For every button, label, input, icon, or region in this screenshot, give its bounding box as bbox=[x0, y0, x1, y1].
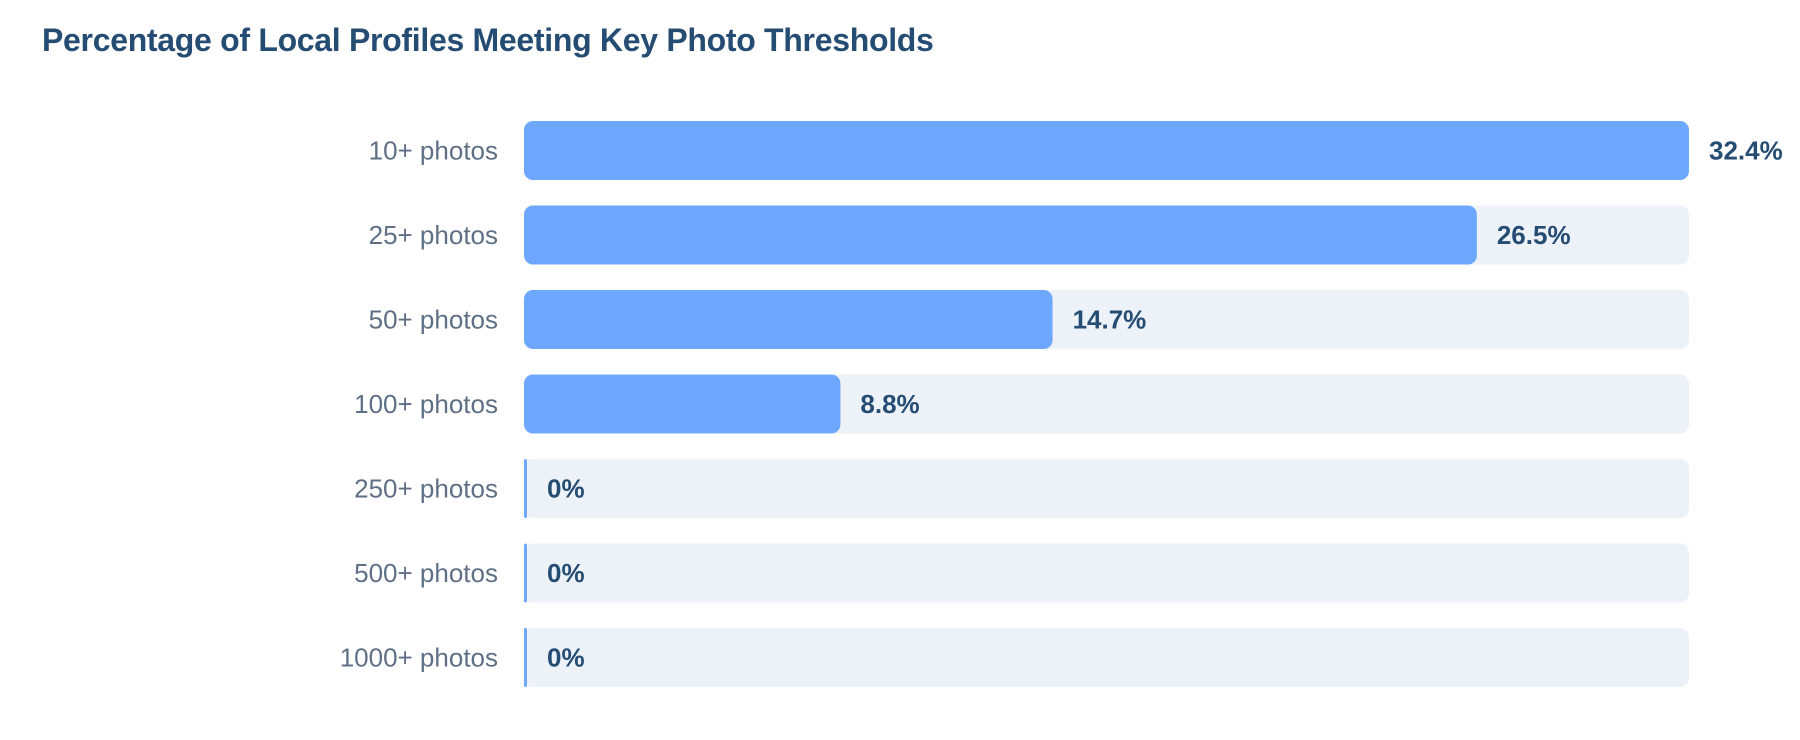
category-label: 1000+ photos bbox=[340, 643, 498, 673]
bar-row: 100+ photos 8.8% bbox=[354, 374, 1689, 434]
bar bbox=[524, 205, 1477, 265]
bar-track bbox=[524, 628, 1689, 687]
value-label: 14.7% bbox=[1073, 305, 1147, 335]
bar bbox=[524, 628, 527, 687]
value-label: 8.8% bbox=[860, 389, 919, 419]
bar-track bbox=[524, 459, 1689, 518]
bar-row: 500+ photos 0% bbox=[354, 543, 1689, 603]
category-label: 50+ photos bbox=[369, 305, 498, 335]
category-label: 25+ photos bbox=[369, 220, 498, 250]
category-label: 500+ photos bbox=[354, 558, 498, 588]
value-label: 0% bbox=[547, 558, 585, 588]
category-label: 10+ photos bbox=[369, 136, 498, 166]
value-label: 0% bbox=[547, 474, 585, 504]
bar-row: 250+ photos 0% bbox=[354, 459, 1689, 518]
bar-track bbox=[524, 543, 1689, 603]
bar bbox=[524, 459, 527, 518]
value-label: 0% bbox=[547, 643, 585, 673]
bar-row: 10+ photos 32.4% bbox=[369, 121, 1783, 180]
bar-row: 50+ photos 14.7% bbox=[369, 290, 1689, 349]
category-label: 100+ photos bbox=[354, 389, 498, 419]
bar bbox=[524, 543, 527, 603]
value-label: 32.4% bbox=[1709, 136, 1783, 166]
value-label: 26.5% bbox=[1497, 220, 1571, 250]
bar bbox=[524, 374, 841, 434]
bar bbox=[524, 121, 1689, 180]
category-label: 250+ photos bbox=[354, 474, 498, 504]
chart-title: Percentage of Local Profiles Meeting Key… bbox=[42, 22, 934, 58]
bar bbox=[524, 290, 1053, 349]
bar-row: 1000+ photos 0% bbox=[340, 628, 1689, 687]
bar-row: 25+ photos 26.5% bbox=[369, 205, 1689, 265]
